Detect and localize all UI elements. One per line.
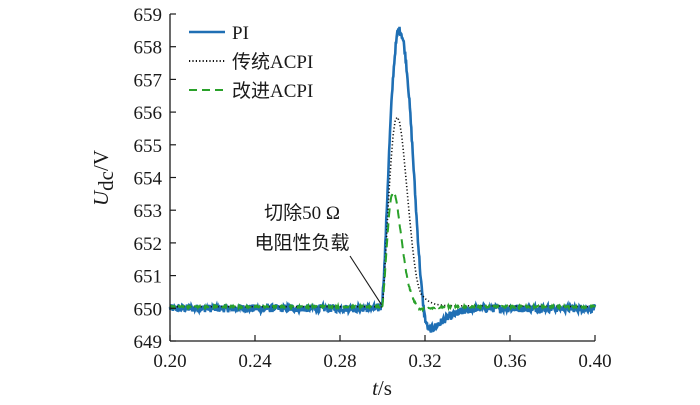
x-tick-label: 0.20 <box>153 351 186 372</box>
legend-label-3: 改进ACPI <box>232 80 313 102</box>
x-tick-label: 0.24 <box>238 351 272 372</box>
y-tick-label: 656 <box>134 103 163 124</box>
x-tick-label: 0.36 <box>493 351 526 372</box>
x-tick-label: 0.40 <box>578 351 611 372</box>
tick-labels: 0.20 0.24 0.28 0.32 0.36 0.40 649 650 651 652 653 6… <box>134 5 612 372</box>
axes <box>169 13 596 342</box>
legend-label-1: PI <box>232 23 249 44</box>
x-axis-title: t/s <box>372 376 392 400</box>
y-tick-label: 658 <box>134 38 163 59</box>
y-axis-title: Udc/V <box>89 150 118 206</box>
y-tick-label: 659 <box>134 5 163 26</box>
y-tick-label: 654 <box>134 169 163 190</box>
x-tick-label: 0.32 <box>408 351 441 372</box>
axis-titles: t/s Udc/V <box>89 150 392 400</box>
legend-label-2: 传统ACPI <box>232 51 313 73</box>
x-tick-label: 0.28 <box>323 351 356 372</box>
y-tick-label: 649 <box>134 332 163 353</box>
annotation: 切除50 Ω 电阻性负载 <box>254 202 382 305</box>
series-line-2 <box>170 116 596 308</box>
y-tick-label: 653 <box>134 201 163 222</box>
annotation-pointer <box>349 255 382 305</box>
y-tick-label: 650 <box>134 299 163 320</box>
y-tick-label: 657 <box>134 70 163 91</box>
legend: PI 传统ACPI 改进ACPI <box>189 23 313 102</box>
annotation-line-2: 电阻性负载 <box>254 232 349 254</box>
y-tick-label: 655 <box>134 136 163 157</box>
y-tick-label: 652 <box>134 234 163 255</box>
annotation-line-1: 切除50 Ω <box>264 202 340 224</box>
series-line-3 <box>169 189 596 313</box>
plot-area <box>168 26 597 333</box>
y-tick-label: 651 <box>134 267 163 288</box>
